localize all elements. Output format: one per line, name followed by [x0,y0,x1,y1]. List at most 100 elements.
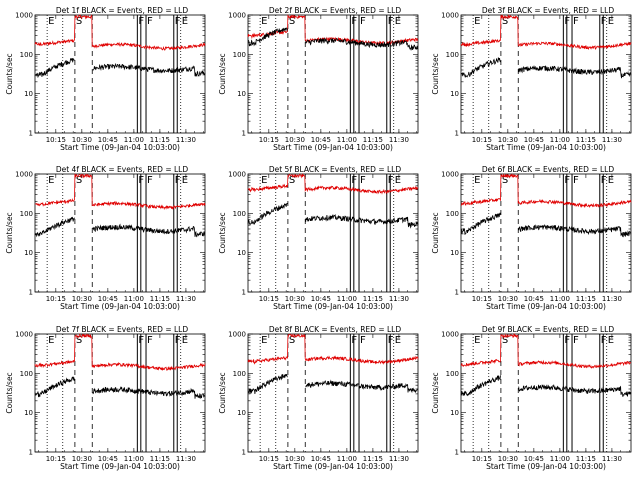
panel-5: Det 5f BLACK = Events, RED = LLD 1 10 100 10… [218,165,419,311]
x-tick-label: 10:15 [259,136,279,144]
x-tick-label: 11:15 [150,295,170,303]
marker-label: F [138,335,144,346]
marker-label: F [360,335,366,346]
y-tick-label: 10 [450,409,459,417]
marker-label: F [175,16,181,27]
x-tick-label: 10:15 [472,136,492,144]
y-tick-label: 10 [24,90,33,98]
plot-frame [34,173,206,293]
panel-title: Det 6f BLACK = Events, RED = LLD [482,165,615,174]
panel-7: Det 7f BLACK = Events, RED = LLD 1 10 100 10… [5,325,206,471]
panel-title: Det 1f BLACK = Events, RED = LLD [56,6,189,15]
marker-label: E [182,175,188,186]
x-tick-label: 11:00 [550,295,570,303]
events-series-line [247,373,419,394]
x-tick-label: 11:15 [363,455,383,463]
x-tick-label: 11:30 [176,455,196,463]
y-tick-label: 100 [20,51,33,59]
x-tick-label: 10:45 [524,455,544,463]
x-tick-label: 10:45 [524,295,544,303]
marker-label: F [601,335,607,346]
x-tick-label: 11:00 [337,455,357,463]
marker-label: F [351,335,357,346]
lld-series-line [34,333,206,372]
panel-4: Det 4f BLACK = Events, RED = LLD 1 10 100 10… [5,165,206,311]
marker-label: S [76,16,82,27]
x-tick-label: 11:15 [576,455,596,463]
marker-label: S [76,175,82,186]
y-tick-label: 100 [233,51,246,59]
y-tick-label: 1000 [441,331,459,339]
events-series-line [247,202,419,229]
panel-9: Det 9f BLACK = Events, RED = LLD 1 10 100 10… [431,325,632,471]
y-tick-label: 1 [455,130,459,138]
lld-series-line [461,173,632,208]
marker-label: F [573,175,579,186]
lld-series-line [247,14,419,46]
marker-label: F [360,16,366,27]
x-tick-label: 10:45 [311,455,331,463]
events-series-line [460,212,632,238]
y-tick-label: 1000 [441,12,459,20]
x-axis-label: Start Time (09-Jan-04 10:03:00) [60,462,180,471]
x-tick-label: 11:30 [176,295,196,303]
x-tick-label: 10:45 [98,136,118,144]
lld-series-line [34,14,206,51]
marker-label: F [601,16,607,27]
y-tick-label: 1 [242,449,246,457]
y-axis-label: Counts/sec [218,372,227,413]
plot-frame [247,173,419,293]
x-tick-label: 11:30 [389,455,409,463]
marker-label: E [48,16,54,27]
x-tick-label: 11:00 [124,455,144,463]
panel-6: Det 6f BLACK = Events, RED = LLD 1 10 100 10… [431,165,632,311]
marker-label: S [502,16,508,27]
plot-frame [247,14,419,134]
marker-label: F [175,175,181,186]
marker-label: S [76,335,82,346]
marker-label: E [48,335,54,346]
plot-frame [460,14,632,134]
marker-label: F [601,175,607,186]
y-tick-label: 10 [450,90,459,98]
marker-label: E [182,335,188,346]
y-axis-label: Counts/sec [5,53,14,94]
y-tick-label: 10 [237,90,246,98]
x-tick-label: 11:00 [337,295,357,303]
marker-label: F [388,16,394,27]
y-tick-label: 10 [450,249,459,257]
x-axis-label: Start Time (09-Jan-04 10:03:00) [486,302,606,311]
events-series-line [248,27,419,51]
y-tick-label: 1000 [228,171,246,179]
events-series-line [34,216,206,238]
marker-label: S [289,175,295,186]
marker-label: F [147,335,153,346]
x-tick-label: 11:30 [602,455,622,463]
y-tick-label: 10 [24,409,33,417]
marker-label: E [395,335,401,346]
x-tick-label: 10:45 [311,295,331,303]
x-tick-label: 11:15 [363,295,383,303]
y-tick-label: 100 [233,370,246,378]
x-tick-label: 10:45 [311,136,331,144]
marker-label: F [175,335,181,346]
events-series-line [34,376,206,399]
marker-label: F [351,175,357,186]
plot-frame [34,14,206,134]
marker-label: E [608,175,614,186]
marker-label: F [573,16,579,27]
y-tick-label: 1000 [15,171,33,179]
y-axis-label: Counts/sec [218,53,227,94]
x-tick-label: 11:00 [124,295,144,303]
y-tick-label: 10 [237,409,246,417]
x-axis-label: Start Time (09-Jan-04 10:03:00) [273,302,393,311]
marker-label: E [48,175,54,186]
x-tick-label: 11:00 [124,136,144,144]
y-axis-label: Counts/sec [5,372,14,413]
x-tick-label: 11:15 [150,136,170,144]
panel-title: Det 8f BLACK = Events, RED = LLD [269,325,402,334]
x-tick-label: 11:15 [576,136,596,144]
marker-label: F [564,175,570,186]
x-tick-label: 10:30 [285,455,305,463]
